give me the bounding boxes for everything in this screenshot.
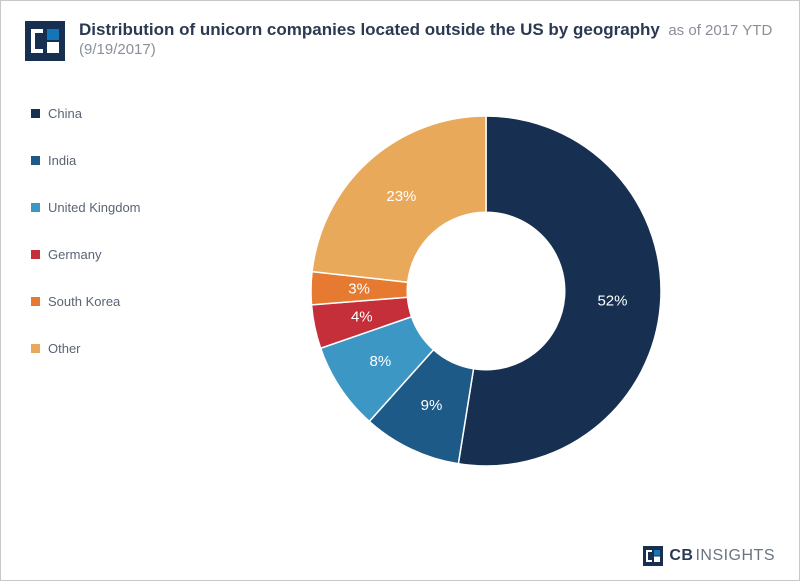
title-block: Distribution of unicorn companies locate…: [79, 19, 775, 59]
legend-swatch: [31, 297, 40, 306]
donut-slice: [458, 116, 661, 466]
legend-swatch: [31, 156, 40, 165]
chart-title: Distribution of unicorn companies locate…: [79, 20, 660, 39]
legend-item: Other: [31, 341, 201, 356]
legend-item: India: [31, 153, 201, 168]
legend-label: Germany: [48, 247, 101, 262]
chart-header: Distribution of unicorn companies locate…: [1, 1, 799, 71]
legend-label: United Kingdom: [48, 200, 141, 215]
donut-chart: 52% 9% 8% 4% 3% 23%: [201, 71, 761, 511]
legend-swatch: [31, 203, 40, 212]
legend-label: China: [48, 106, 82, 121]
legend-swatch: [31, 109, 40, 118]
legend-item: China: [31, 106, 201, 121]
footer-brand-bold: CB: [669, 547, 693, 565]
legend-item: South Korea: [31, 294, 201, 309]
legend-swatch: [31, 250, 40, 259]
slice-label: 52%: [597, 293, 627, 310]
legend-label: Other: [48, 341, 81, 356]
chart-content: China India United Kingdom Germany South Kor…: [1, 71, 799, 511]
slice-label: 8%: [370, 353, 392, 370]
slice-label: 4%: [351, 308, 373, 325]
legend-swatch: [31, 344, 40, 353]
legend: China India United Kingdom Germany South Kor…: [31, 106, 201, 388]
brand-logo: [25, 21, 65, 61]
slice-label: 23%: [386, 188, 416, 205]
legend-label: South Korea: [48, 294, 120, 309]
legend-item: Germany: [31, 247, 201, 262]
legend-label: India: [48, 153, 76, 168]
footer-brand: CBINSIGHTS: [643, 546, 775, 566]
slice-label: 3%: [348, 280, 370, 297]
footer-logo-icon: [643, 546, 663, 566]
legend-item: United Kingdom: [31, 200, 201, 215]
slice-label: 9%: [421, 397, 443, 414]
footer-brand-light: INSIGHTS: [695, 547, 775, 565]
